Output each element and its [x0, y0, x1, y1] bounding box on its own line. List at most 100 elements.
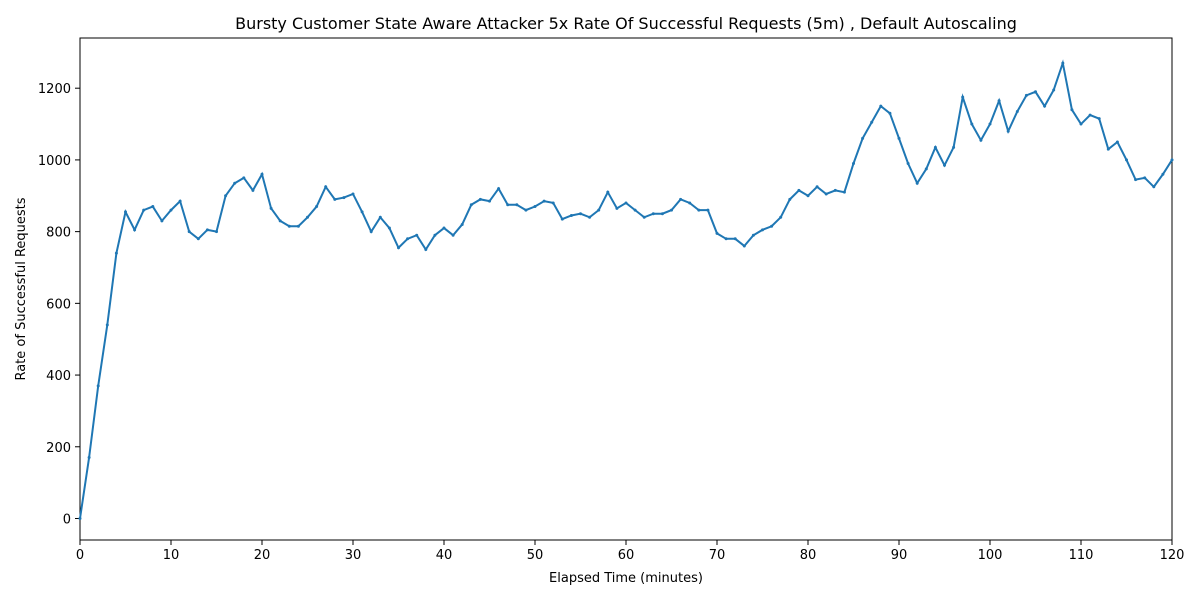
- x-tick-label: 10: [163, 548, 180, 563]
- data-point: [1161, 172, 1165, 176]
- x-tick-label: 40: [436, 548, 453, 563]
- y-tick-label: 400: [46, 369, 71, 384]
- data-point: [1134, 178, 1138, 182]
- data-point: [943, 163, 946, 167]
- data-point: [351, 192, 355, 196]
- x-tick-label: 50: [527, 548, 544, 563]
- data-point: [888, 111, 892, 115]
- data-point: [397, 246, 400, 250]
- y-tick-label: 1200: [38, 82, 71, 97]
- y-tick-label: 600: [46, 297, 71, 312]
- data-point: [433, 233, 437, 237]
- data-point: [551, 201, 555, 205]
- data-point: [1024, 93, 1028, 97]
- data-point: [1079, 122, 1083, 126]
- data-point: [1170, 158, 1174, 162]
- data-point: [205, 228, 209, 232]
- data-point: [579, 212, 582, 216]
- x-tick-label: 30: [345, 548, 362, 563]
- data-point: [524, 208, 528, 212]
- data-point: [160, 219, 164, 223]
- data-point: [870, 120, 874, 124]
- data-point: [988, 122, 992, 126]
- data-point: [915, 181, 919, 185]
- data-point: [742, 244, 746, 248]
- data-point: [806, 194, 810, 198]
- data-point: [642, 215, 646, 219]
- data-point: [315, 205, 319, 209]
- data-point: [87, 456, 91, 460]
- plot-frame: [79, 37, 1173, 541]
- data-point: [324, 185, 328, 189]
- data-point: [751, 233, 755, 237]
- data-point: [142, 208, 146, 212]
- data-point: [360, 210, 364, 214]
- data-point: [287, 224, 291, 228]
- data-point: [196, 237, 200, 241]
- data-point: [679, 197, 683, 201]
- data-point: [169, 208, 173, 212]
- data-point: [451, 233, 455, 237]
- data-point: [824, 192, 828, 196]
- data-point: [533, 205, 537, 209]
- data-point: [469, 203, 473, 207]
- data-point: [688, 201, 692, 205]
- data-point: [588, 215, 592, 219]
- data-point: [852, 162, 855, 165]
- data-point: [997, 99, 1001, 103]
- data-point: [278, 219, 282, 223]
- x-tick-label: 0: [76, 548, 84, 563]
- data-point: [1152, 185, 1156, 189]
- data-point: [761, 228, 764, 232]
- data-point: [306, 215, 309, 219]
- data-point: [151, 205, 155, 209]
- data-point: [1034, 90, 1037, 94]
- y-axis-label: Rate of Successful Requests: [14, 197, 29, 380]
- data-point: [779, 215, 783, 219]
- data-point: [506, 203, 510, 207]
- data-point: [842, 190, 846, 194]
- data-point: [651, 212, 655, 216]
- data-point: [515, 203, 519, 207]
- data-point: [952, 145, 956, 149]
- data-point: [224, 194, 228, 198]
- x-tick-label: 90: [891, 548, 908, 563]
- data-point: [105, 323, 109, 327]
- data-point: [1006, 129, 1010, 133]
- data-point: [378, 215, 382, 219]
- data-point: [788, 197, 792, 201]
- data-point: [569, 213, 573, 217]
- x-tick-label: 20: [254, 548, 271, 563]
- data-point: [96, 384, 100, 388]
- data-point: [342, 196, 346, 200]
- data-point: [979, 138, 983, 142]
- data-point: [387, 226, 391, 230]
- y-tick-label: 800: [46, 226, 71, 241]
- data-point: [815, 185, 819, 189]
- data-point: [242, 176, 246, 180]
- data-point: [260, 172, 264, 176]
- data-point: [1125, 158, 1128, 162]
- data-point: [478, 197, 482, 201]
- data-point: [187, 230, 191, 234]
- y-tick-label: 1000: [38, 154, 71, 169]
- data-point: [961, 95, 965, 99]
- data-point: [606, 190, 610, 194]
- x-tick-label: 60: [618, 548, 635, 563]
- data-point: [933, 145, 937, 149]
- data-point: [670, 208, 673, 212]
- x-tick-label: 80: [800, 548, 817, 563]
- data-point: [542, 199, 546, 203]
- data-point: [133, 228, 137, 232]
- data-point: [78, 516, 82, 520]
- data-point: [124, 210, 127, 214]
- data-point: [233, 181, 237, 185]
- data-point: [406, 237, 410, 241]
- data-point: [215, 230, 218, 234]
- data-point: [114, 251, 118, 255]
- data-point: [251, 188, 255, 192]
- data-point: [488, 199, 491, 203]
- data-point: [615, 206, 619, 210]
- data-point: [724, 237, 728, 241]
